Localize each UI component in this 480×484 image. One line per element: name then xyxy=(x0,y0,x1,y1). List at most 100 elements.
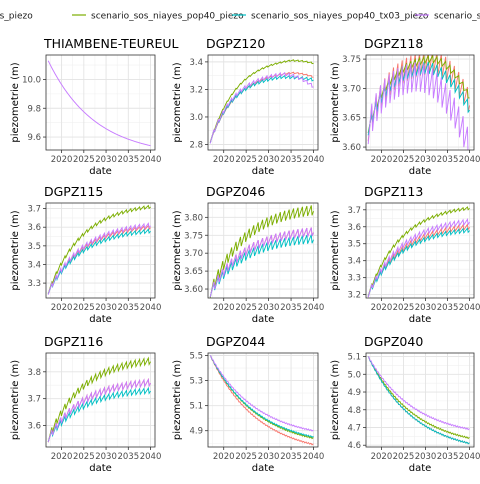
plot-background xyxy=(46,203,155,298)
y-tick-label: 3.3 xyxy=(347,274,361,284)
y-tick-label: 3.70 xyxy=(184,249,203,259)
facet-panel-1: 2020 2025 2030 2035 2040 9.6 9.8 10.0 date piezom… xyxy=(10,36,179,177)
y-tick-label: 4.7 xyxy=(347,423,361,433)
y-axis-label: piezometrie (m) xyxy=(330,210,341,290)
y-tick-label: 4.9 xyxy=(347,388,361,398)
y-tick-label: 3.7 xyxy=(27,205,41,215)
panel-title: DGPZ044 xyxy=(206,334,265,349)
x-tick-label: 2020 xyxy=(213,452,235,462)
y-axis-label: piezometrie (m) xyxy=(10,62,21,142)
facet-panel-8: 2020 2025 2030 2035 20404.95.15.35.5datepiez… xyxy=(172,334,324,474)
x-tick-label: 2020 xyxy=(371,303,393,313)
panel-title: DGPZ040 xyxy=(364,334,423,349)
y-tick-label: 3.6 xyxy=(27,223,41,233)
x-tick-label: 2020 xyxy=(51,303,73,313)
y-axis-label: piezometrie (m) xyxy=(330,360,341,440)
y-axis-label: piezometrie (m) xyxy=(10,360,21,440)
x-tick-label: 2030 xyxy=(258,155,280,165)
facet-panel-3: 2020 2025 2030 2035 20403.603.653.703.75date… xyxy=(330,36,480,177)
legend-label-2: scenario_sos_niayes_pop40_piezo xyxy=(91,12,244,22)
y-tick-label: 3.2 xyxy=(189,85,203,95)
panel-title: DGPZ113 xyxy=(364,184,423,199)
legend-label-1: scenario_sos_niayes_piezo xyxy=(0,12,33,22)
plot-background xyxy=(366,353,474,447)
x-tick-label: 2040 xyxy=(140,155,162,165)
x-axis-label: date xyxy=(252,463,275,474)
y-tick-label: 3.70 xyxy=(342,84,361,94)
x-tick-label: 2025 xyxy=(393,452,415,462)
y-tick-label: 5.3 xyxy=(189,377,203,387)
x-tick-label: 2025 xyxy=(73,303,95,313)
y-axis-label: piezometrie (m) xyxy=(330,62,341,142)
panel-title: DGPZ116 xyxy=(44,334,103,349)
x-tick-label: 2030 xyxy=(415,452,437,462)
x-tick-label: 2040 xyxy=(459,452,480,462)
y-axis-label: piezometrie (m) xyxy=(172,62,183,142)
x-tick-label: 2020 xyxy=(51,155,73,165)
x-tick-label: 2030 xyxy=(95,303,117,313)
panel-title: DGPZ120 xyxy=(206,36,265,51)
y-tick-label: 4.6 xyxy=(347,441,361,451)
y-tick-label: 3.4 xyxy=(189,58,203,68)
x-tick-label: 2020 xyxy=(51,452,73,462)
y-tick-label: 3.5 xyxy=(347,240,361,250)
x-tick-label: 2025 xyxy=(235,155,257,165)
x-axis-label: date xyxy=(252,314,275,325)
x-tick-label: 2020 xyxy=(371,452,393,462)
y-tick-label: 3.60 xyxy=(342,143,361,153)
x-tick-label: 2025 xyxy=(73,452,95,462)
y-tick-label: 3.6 xyxy=(347,223,361,233)
plot-background xyxy=(208,353,318,447)
x-tick-label: 2030 xyxy=(258,303,280,313)
y-tick-label: 5.1 xyxy=(189,402,203,412)
plot-background xyxy=(366,203,474,298)
panel-title: THIAMBENE-TEUREUL xyxy=(43,36,179,51)
x-tick-label: 2040 xyxy=(140,303,162,313)
facet-panel-9: 2020 2025 2030 2035 2040 4.6 4.7 4.8 4.9 5.0 5.1 da… xyxy=(330,334,480,474)
x-tick-label: 2035 xyxy=(117,452,139,462)
y-tick-label: 3.8 xyxy=(27,368,41,378)
facet-panels: 2020 2025 2030 2035 20409.69.810.0datepiezom… xyxy=(10,36,480,474)
x-tick-label: 2030 xyxy=(415,155,437,165)
x-tick-label: 2040 xyxy=(459,155,480,165)
legend-label-3: scenario_sos_niayes_pop40_tx03_piezo xyxy=(251,12,429,22)
x-tick-label: 2020 xyxy=(371,155,393,165)
x-tick-label: 2040 xyxy=(303,303,325,313)
y-tick-label: 3.75 xyxy=(184,231,203,241)
panel-title: DGPZ118 xyxy=(364,36,423,51)
y-axis-label: piezometrie (m) xyxy=(172,360,183,440)
x-tick-label: 2040 xyxy=(140,452,162,462)
x-tick-label: 2030 xyxy=(415,303,437,313)
facet-panel-6: 2020 2025 2030 2035 2040 3.2 3.3 3.4 3.5 3.6 3.7 da… xyxy=(330,184,480,325)
y-tick-label: 3.3 xyxy=(27,279,41,289)
x-axis-label: date xyxy=(409,463,432,474)
y-tick-label: 3.6 xyxy=(27,422,41,432)
x-tick-label: 2020 xyxy=(213,155,235,165)
y-tick-label: 2.8 xyxy=(189,140,203,150)
y-tick-label: 3.65 xyxy=(184,267,203,277)
x-axis-label: date xyxy=(409,314,432,325)
y-tick-label: 9.6 xyxy=(27,133,41,143)
y-tick-label: 3.0 xyxy=(189,113,203,123)
x-tick-label: 2035 xyxy=(117,303,139,313)
x-tick-label: 2020 xyxy=(213,303,235,313)
x-tick-label: 2035 xyxy=(117,155,139,165)
y-tick-label: 4.8 xyxy=(347,406,361,416)
x-tick-label: 2035 xyxy=(280,452,302,462)
facet-panel-7: 2020 2025 2030 2035 2040 3.6 3.7 3.8 date piezome… xyxy=(10,334,161,474)
y-tick-label: 3.7 xyxy=(27,395,41,405)
panel-title: DGPZ046 xyxy=(206,184,265,199)
facet-panel-4: 2020 2025 2030 2035 2040 3.3 3.4 3.5 3.6 3.7 date p… xyxy=(10,184,161,325)
x-tick-label: 2040 xyxy=(459,303,480,313)
legend: scenario_sos_niayes_piezo scenario_sos_ni… xyxy=(0,12,480,22)
x-tick-label: 2030 xyxy=(95,155,117,165)
y-tick-label: 3.75 xyxy=(342,55,361,65)
x-tick-label: 2030 xyxy=(95,452,117,462)
plot-background xyxy=(208,55,318,150)
x-tick-label: 2035 xyxy=(280,303,302,313)
x-tick-label: 2025 xyxy=(73,155,95,165)
x-tick-label: 2035 xyxy=(437,155,459,165)
x-tick-label: 2035 xyxy=(280,155,302,165)
